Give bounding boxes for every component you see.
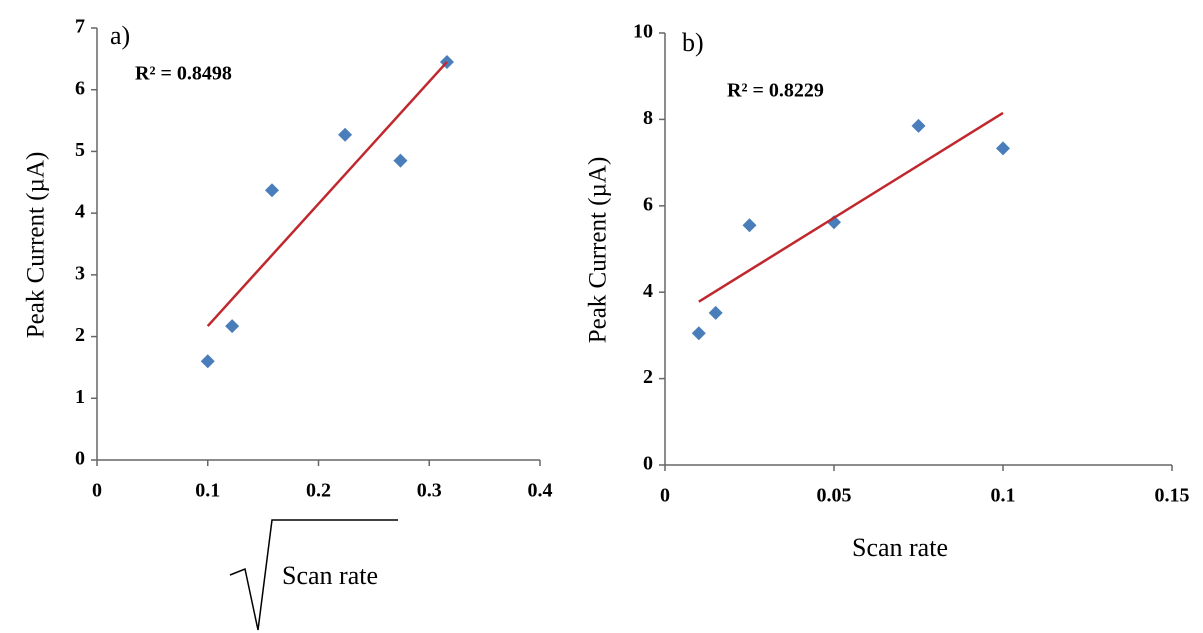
y-tick-label: 0 [643, 453, 653, 475]
trendline [206, 61, 448, 327]
y-tick-label: 7 [75, 16, 85, 38]
y-tick-label: 0 [75, 448, 85, 470]
y-tick-label: 5 [75, 139, 85, 161]
x-tick-label: 0.3 [417, 480, 442, 502]
trendline [698, 111, 1004, 303]
x-tick-label: 0.05 [817, 485, 852, 507]
sqrt-sign [229, 519, 398, 631]
panel-label: a) [110, 21, 130, 50]
y-axis-label: Peak Current (µA) [585, 157, 612, 344]
panel-label: b) [682, 28, 704, 57]
x-tick-label: 0 [660, 485, 670, 507]
x-axis-label: Scan rate [282, 561, 378, 590]
x-tick-label: 0.1 [991, 485, 1016, 507]
x-tick-label: 0.15 [1155, 485, 1190, 507]
y-tick-label: 4 [75, 201, 85, 223]
data-point [200, 354, 215, 369]
r-squared: R² = 0.8498 [135, 63, 232, 85]
data-point [264, 183, 279, 198]
y-tick-label: 1 [75, 386, 85, 408]
x-axis-label: Scan rate [852, 533, 948, 562]
x-tick-label: 0.4 [528, 480, 553, 502]
data-point [708, 305, 723, 320]
y-tick-label: 6 [75, 77, 85, 99]
y-tick-label: 2 [75, 324, 85, 346]
y-tick-label: 6 [643, 193, 653, 215]
y-tick-label: 10 [633, 21, 653, 43]
y-axis-label: Peak Current (µA) [23, 152, 50, 339]
y-tick-label: 4 [643, 280, 653, 302]
data-point [691, 326, 706, 341]
data-point [996, 141, 1010, 156]
y-tick-label: 2 [643, 366, 653, 388]
y-tick-label: 3 [75, 262, 85, 284]
r-squared: R² = 0.8229 [727, 80, 824, 102]
data-point [225, 319, 240, 334]
x-tick-label: 0.1 [195, 480, 220, 502]
data-point [742, 218, 757, 233]
data-point [911, 118, 926, 133]
x-tick-label: 0.2 [306, 480, 331, 502]
data-point [338, 127, 353, 142]
x-tick-label: 0 [92, 480, 102, 502]
data-point [393, 153, 408, 168]
y-tick-label: 8 [643, 107, 653, 129]
